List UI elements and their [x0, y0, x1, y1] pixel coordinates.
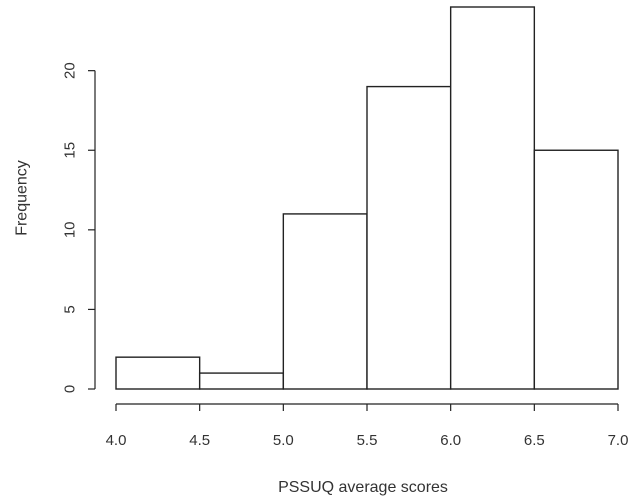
- bars-layer: [115, 6, 619, 390]
- y-axis: 0 5 10 15 20: [62, 62, 96, 393]
- y-tick-label-3: 15: [62, 142, 79, 159]
- y-tick-label-1: 5: [62, 305, 79, 313]
- x-tick-label-6: 7.0: [608, 432, 629, 449]
- x-tick-label-0: 4.0: [106, 432, 127, 449]
- histogram-bar-4: [449, 6, 536, 390]
- histogram-bar-2: [282, 213, 368, 390]
- histogram-bar-3: [366, 85, 452, 390]
- histogram-bar-0: [115, 356, 201, 390]
- y-tick-label-4: 20: [62, 62, 79, 79]
- y-axis-title: Frequency: [14, 160, 31, 236]
- y-tick-label-2: 10: [62, 221, 79, 238]
- x-tick-label-2: 5.0: [273, 432, 294, 449]
- x-tick-label-4: 6.0: [440, 432, 461, 449]
- x-tick-label-1: 4.5: [189, 432, 210, 449]
- x-axis: 4.0 4.5 5.0 5.5 6.0 6.5 7.0: [106, 403, 629, 449]
- histogram-bar-1: [198, 372, 285, 390]
- y-tick-label-0: 0: [62, 385, 79, 393]
- x-tick-label-3: 5.5: [357, 432, 378, 449]
- x-tick-label-5: 6.5: [524, 432, 545, 449]
- x-axis-title: PSSUQ average scores: [278, 479, 448, 496]
- histogram-bar-5: [533, 149, 619, 390]
